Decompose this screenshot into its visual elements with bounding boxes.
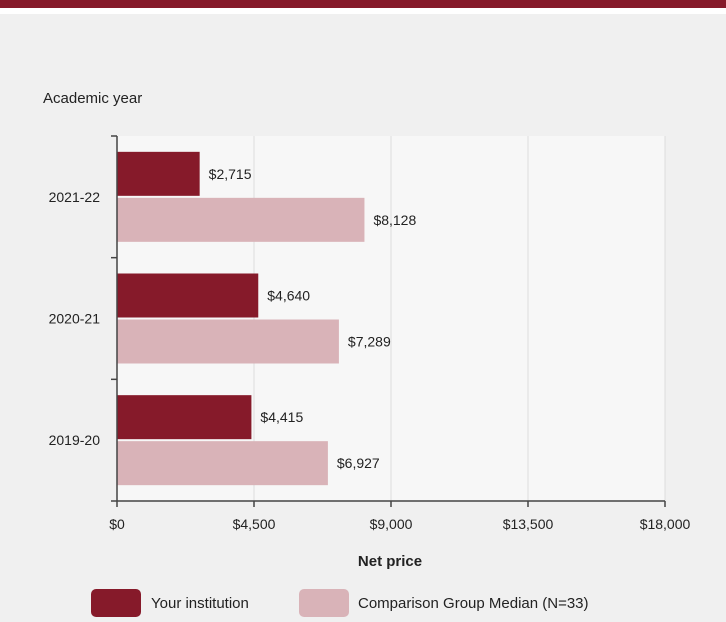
data-label: $4,415 — [260, 409, 303, 425]
bar — [117, 151, 200, 196]
bar — [117, 319, 339, 364]
x-tick-label: $4,500 — [233, 516, 276, 532]
bars: $2,715 $8,128 2021-22 $4,640 $7,289 2020-21 $4… — [49, 151, 416, 486]
data-label: $8,128 — [373, 212, 416, 228]
data-label: $7,289 — [348, 334, 391, 350]
x-tick-label: $9,000 — [370, 516, 413, 532]
bar — [117, 395, 252, 440]
x-tick-label: $18,000 — [640, 516, 691, 532]
axes: $0 $4,500 $9,000 $13,500 $18,000 — [109, 135, 691, 532]
legend-label: Comparison Group Median (N=33) — [358, 595, 589, 612]
y-tick-label: 2021-22 — [49, 189, 101, 205]
bar — [117, 441, 328, 486]
legend: Your institution Comparison Group Median … — [91, 589, 589, 617]
x-axis-title: Net price — [358, 553, 422, 570]
top-divider — [0, 8, 726, 14]
top-accent-bar — [0, 0, 726, 8]
y-axis-title: Academic year — [43, 90, 142, 107]
data-label: $4,640 — [267, 288, 310, 304]
data-label: $6,927 — [337, 455, 380, 471]
gridlines — [253, 136, 666, 501]
bar — [117, 273, 259, 318]
y-tick-label: 2020-21 — [49, 311, 101, 327]
legend-label: Your institution — [151, 595, 249, 612]
data-label: $2,715 — [209, 166, 252, 182]
y-tick-label: 2019-20 — [49, 432, 101, 448]
x-tick-label: $0 — [109, 516, 125, 532]
legend-swatch — [91, 589, 141, 617]
x-tick-label: $13,500 — [503, 516, 554, 532]
legend-swatch — [299, 589, 349, 617]
bar — [117, 197, 365, 242]
